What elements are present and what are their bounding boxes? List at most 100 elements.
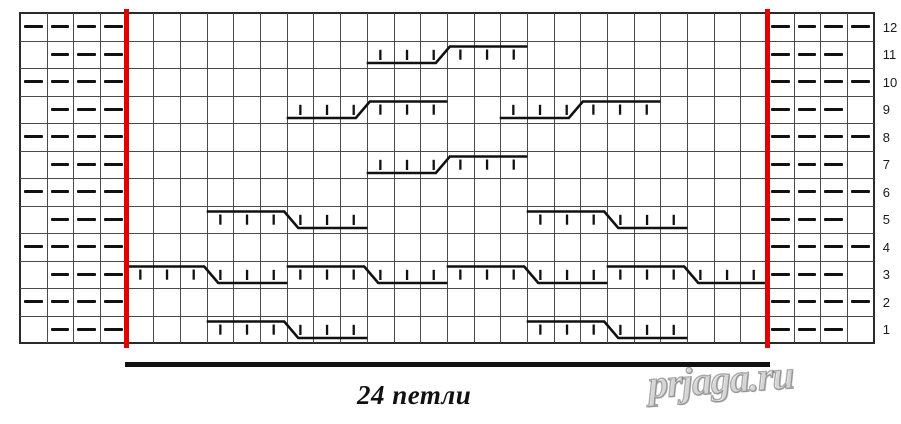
purl-dash-icon	[797, 272, 817, 276]
purl-dash-icon	[851, 190, 870, 194]
purl-dash-icon	[771, 52, 790, 56]
purl-dash-icon	[24, 80, 43, 84]
grid-hline	[20, 288, 874, 289]
purl-dash-icon	[824, 52, 844, 56]
cable-right-icon	[606, 261, 768, 289]
grid-hline	[20, 40, 874, 42]
purl-dash-icon	[797, 300, 817, 304]
grid-hline	[20, 150, 874, 152]
purl-dash-icon	[104, 300, 123, 304]
purl-dash-icon	[50, 135, 70, 139]
grid-hline	[20, 205, 874, 207]
row-number-11: 11	[882, 47, 897, 63]
row-number-2: 2	[882, 294, 890, 310]
purl-dash-icon	[50, 245, 70, 249]
row-number-12: 12	[882, 19, 898, 35]
purl-dash-icon	[104, 327, 123, 331]
cable-right-icon	[526, 206, 688, 234]
purl-dash-icon	[77, 80, 97, 84]
purl-dash-icon	[851, 25, 870, 29]
purl-dash-icon	[24, 245, 43, 249]
purl-dash-icon	[797, 135, 817, 139]
purl-dash-icon	[824, 245, 844, 249]
purl-dash-icon	[851, 135, 870, 139]
purl-dash-icon	[77, 107, 97, 111]
purl-dash-icon	[77, 190, 97, 194]
grid-hline	[20, 95, 874, 97]
purl-dash-icon	[77, 162, 97, 166]
cable-right-icon	[206, 316, 368, 344]
grid-hline	[20, 68, 874, 69]
purl-dash-icon	[50, 272, 70, 276]
purl-dash-icon	[771, 25, 790, 29]
purl-dash-icon	[77, 245, 97, 249]
cable-left-icon	[286, 96, 448, 124]
row-number-7: 7	[882, 157, 890, 173]
purl-dash-icon	[771, 217, 790, 221]
purl-dash-icon	[771, 190, 790, 194]
purl-dash-icon	[771, 300, 790, 304]
row-number-6: 6	[882, 184, 890, 200]
purl-dash-icon	[50, 80, 70, 84]
repeat-marker-line	[764, 9, 770, 348]
purl-dash-icon	[771, 245, 790, 249]
purl-dash-icon	[824, 80, 844, 84]
repeat-marker-line	[124, 9, 130, 348]
stitch-count-caption: 24 петли	[357, 380, 472, 410]
purl-dash-icon	[50, 107, 70, 111]
purl-dash-icon	[797, 217, 817, 221]
purl-dash-icon	[24, 135, 43, 139]
purl-dash-icon	[77, 272, 97, 276]
purl-dash-icon	[771, 135, 790, 139]
purl-dash-icon	[824, 135, 844, 139]
purl-dash-icon	[771, 327, 790, 331]
purl-dash-icon	[824, 190, 844, 194]
purl-dash-icon	[771, 162, 790, 166]
purl-dash-icon	[771, 272, 790, 276]
purl-dash-icon	[797, 162, 817, 166]
purl-dash-icon	[104, 162, 123, 166]
purl-dash-icon	[104, 190, 123, 194]
cable-right-icon	[126, 261, 288, 289]
cable-left-icon	[499, 96, 661, 124]
row-number-1: 1	[882, 322, 890, 338]
purl-dash-icon	[104, 217, 123, 221]
purl-dash-icon	[851, 300, 870, 304]
row-number-3: 3	[882, 267, 890, 283]
grid-hline	[20, 178, 874, 179]
purl-dash-icon	[50, 162, 70, 166]
purl-dash-icon	[104, 135, 123, 139]
purl-dash-icon	[50, 52, 70, 56]
purl-dash-icon	[771, 80, 790, 84]
purl-dash-icon	[104, 107, 123, 111]
cable-left-icon	[366, 151, 528, 179]
purl-dash-icon	[24, 25, 43, 29]
purl-dash-icon	[824, 217, 844, 221]
grid-hline	[20, 260, 874, 262]
purl-dash-icon	[797, 25, 817, 29]
grid-hline	[20, 315, 874, 317]
purl-dash-icon	[24, 300, 43, 304]
grid-hline	[20, 233, 874, 234]
purl-dash-icon	[24, 190, 43, 194]
purl-dash-icon	[104, 80, 123, 84]
stitch-width-bar	[124, 362, 771, 367]
purl-dash-icon	[77, 300, 97, 304]
cable-right-icon	[446, 261, 608, 289]
purl-dash-icon	[824, 272, 844, 276]
row-number-8: 8	[882, 129, 890, 145]
row-number-9: 9	[882, 102, 890, 118]
cable-right-icon	[286, 261, 448, 289]
purl-dash-icon	[797, 190, 817, 194]
row-number-5: 5	[882, 212, 890, 228]
purl-dash-icon	[771, 107, 790, 111]
cable-left-icon	[366, 41, 528, 69]
purl-dash-icon	[104, 52, 123, 56]
purl-dash-icon	[104, 245, 123, 249]
purl-dash-icon	[77, 52, 97, 56]
purl-dash-icon	[797, 80, 817, 84]
purl-dash-icon	[104, 272, 123, 276]
purl-dash-icon	[797, 52, 817, 56]
cable-right-icon	[526, 316, 688, 344]
purl-dash-icon	[851, 80, 870, 84]
